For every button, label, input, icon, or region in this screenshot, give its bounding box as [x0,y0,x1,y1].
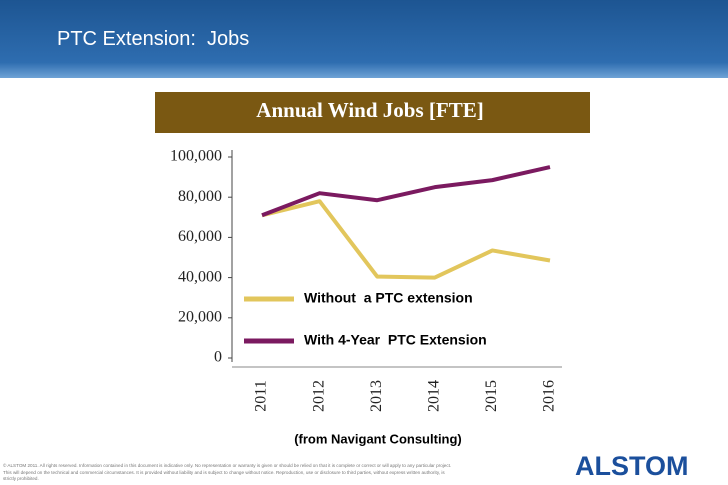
x-tick-label: 2012 [310,380,327,412]
x-tick-label: 2013 [368,380,385,412]
y-tick-label: 20,000 [178,308,222,325]
legend-label: Without a PTC extension [304,290,473,306]
y-tick-label: 80,000 [178,188,222,205]
chart-title: Annual Wind Jobs [FTE] [256,98,483,122]
logo: ALSTOM [575,451,689,481]
legend-label: With 4-Year PTC Extension [304,332,487,348]
x-tick-label: 2015 [483,380,500,412]
source-note: (from Navigant Consulting) [294,431,462,446]
disclaimer: © ALSTOM 2011. All rights reserved. Info… [3,463,452,481]
x-tick-label: 2014 [425,380,442,412]
y-tick-label: 40,000 [178,268,222,285]
x-tick-label: 2016 [541,380,558,412]
y-tick-label: 0 [214,349,222,366]
header-band: PTC Extension: Jobs [0,0,728,78]
x-tick-label: 2011 [253,380,270,411]
slide-title: PTC Extension: Jobs [57,28,250,50]
series-line [261,199,551,280]
y-tick-label: 60,000 [178,228,222,245]
series-line [261,165,551,218]
chart-title-band [155,92,590,133]
y-tick-label: 100,000 [170,148,222,165]
